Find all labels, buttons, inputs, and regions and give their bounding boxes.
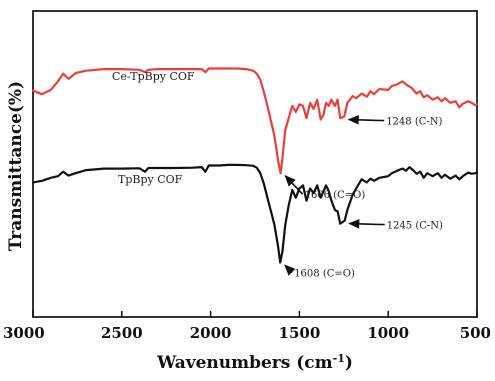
x-axis-title: Wavenumbers (cm-1) xyxy=(156,352,353,373)
series-line-1 xyxy=(31,163,479,264)
annotation-label-1: 1248 (C-N) xyxy=(386,117,442,128)
annotation-arrow-1 xyxy=(347,115,385,125)
annotation-label-0: 1606 (C=O) xyxy=(305,190,366,201)
plot-frame xyxy=(32,10,478,318)
annotation-layer: 1606 (C=O) 1248 (C-N) 1608 (C=O) 1245 (C-N) xyxy=(284,115,443,280)
series-line-0 xyxy=(31,67,479,175)
x-tick-label-1: 2500 xyxy=(101,324,143,342)
x-axis-title-close: ) xyxy=(345,353,353,373)
x-tick-label-0: 3000 xyxy=(3,324,45,342)
annotation-arrow-3 xyxy=(348,219,385,229)
series-label-ce-tpbpy-cof: Ce-TpBpy COF xyxy=(112,70,195,83)
x-axis-ticks: 3000 2500 2000 1500 1000 500 xyxy=(3,311,491,342)
x-axis-title-sup: -1 xyxy=(333,352,345,365)
series-layer xyxy=(31,67,479,264)
annotation-label-3: 1245 (C-N) xyxy=(387,221,443,232)
y-axis-title: Transmittance(%) xyxy=(6,81,26,251)
x-tick-label-3: 1500 xyxy=(279,324,321,342)
x-tick-label-2: 2000 xyxy=(190,324,232,342)
annotation-label-2: 1608 (C=O) xyxy=(294,269,355,280)
series-label-tpbpy-cof: TpBpy COF xyxy=(118,173,183,186)
x-tick-label-5: 500 xyxy=(460,324,491,342)
annotation-arrow-2 xyxy=(284,264,296,276)
x-axis-title-main: Wavenumbers (cm xyxy=(156,353,333,373)
x-tick-label-4: 1000 xyxy=(367,324,409,342)
annotation-arrow-0 xyxy=(284,175,304,195)
